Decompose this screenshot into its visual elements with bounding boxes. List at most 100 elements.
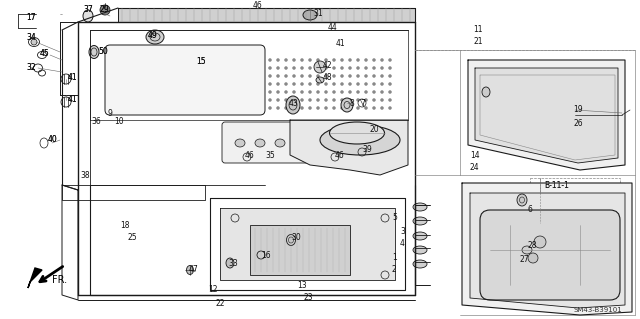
Circle shape <box>381 75 383 78</box>
Text: 13: 13 <box>297 280 307 290</box>
Circle shape <box>388 83 392 85</box>
Circle shape <box>324 83 328 85</box>
Circle shape <box>333 75 335 78</box>
FancyBboxPatch shape <box>105 45 265 115</box>
Ellipse shape <box>146 30 164 44</box>
Circle shape <box>301 75 303 78</box>
Text: 36: 36 <box>91 117 100 127</box>
Circle shape <box>324 99 328 101</box>
Ellipse shape <box>413 246 427 254</box>
Circle shape <box>276 66 280 70</box>
Circle shape <box>269 75 271 78</box>
Text: 4: 4 <box>400 240 405 249</box>
Text: 43: 43 <box>289 99 299 108</box>
Ellipse shape <box>226 258 234 268</box>
Circle shape <box>388 75 392 78</box>
Circle shape <box>301 83 303 85</box>
Text: 32: 32 <box>26 63 36 71</box>
Circle shape <box>276 107 280 109</box>
Text: 20: 20 <box>370 125 380 135</box>
Text: 46: 46 <box>335 151 345 160</box>
Circle shape <box>317 66 319 70</box>
Circle shape <box>324 91 328 93</box>
Circle shape <box>317 91 319 93</box>
Text: 31: 31 <box>313 9 323 18</box>
Text: 21: 21 <box>473 38 483 47</box>
Circle shape <box>324 66 328 70</box>
Text: 41: 41 <box>68 95 77 105</box>
Text: 34: 34 <box>26 33 36 42</box>
Text: 35: 35 <box>265 151 275 160</box>
Text: 1: 1 <box>392 253 397 262</box>
Circle shape <box>269 66 271 70</box>
Circle shape <box>31 39 37 45</box>
Text: 33: 33 <box>228 258 237 268</box>
Ellipse shape <box>83 10 93 22</box>
Circle shape <box>381 58 383 62</box>
Circle shape <box>317 99 319 101</box>
Text: 3: 3 <box>400 226 405 235</box>
Polygon shape <box>462 183 632 315</box>
Bar <box>530 178 620 223</box>
Ellipse shape <box>413 232 427 240</box>
Text: 14: 14 <box>470 151 479 160</box>
Text: 45: 45 <box>40 48 50 57</box>
Circle shape <box>292 91 296 93</box>
Circle shape <box>285 58 287 62</box>
Circle shape <box>301 66 303 70</box>
Text: 17: 17 <box>26 13 36 23</box>
FancyBboxPatch shape <box>480 210 620 300</box>
Circle shape <box>308 99 312 101</box>
Circle shape <box>356 58 360 62</box>
Text: 2: 2 <box>392 265 397 275</box>
Circle shape <box>349 99 351 101</box>
Circle shape <box>324 58 328 62</box>
Ellipse shape <box>89 46 99 58</box>
Text: 41: 41 <box>68 73 77 83</box>
Circle shape <box>388 107 392 109</box>
Text: 41: 41 <box>68 73 77 83</box>
Circle shape <box>308 75 312 78</box>
Circle shape <box>301 107 303 109</box>
Text: 38: 38 <box>80 170 90 180</box>
Text: 17: 17 <box>26 13 36 23</box>
Circle shape <box>276 91 280 93</box>
Circle shape <box>356 83 360 85</box>
Circle shape <box>365 66 367 70</box>
Text: 29: 29 <box>100 5 109 14</box>
Circle shape <box>276 83 280 85</box>
Polygon shape <box>290 120 408 175</box>
Circle shape <box>292 107 296 109</box>
Ellipse shape <box>341 98 353 112</box>
Circle shape <box>314 61 326 73</box>
Ellipse shape <box>413 203 427 211</box>
Circle shape <box>292 83 296 85</box>
Text: 27: 27 <box>520 256 530 264</box>
Circle shape <box>292 75 296 78</box>
Text: 28: 28 <box>528 241 538 249</box>
Circle shape <box>340 66 344 70</box>
Circle shape <box>356 107 360 109</box>
Text: 7: 7 <box>360 99 365 108</box>
Circle shape <box>372 91 376 93</box>
Circle shape <box>333 83 335 85</box>
Ellipse shape <box>315 139 325 147</box>
Circle shape <box>333 91 335 93</box>
Circle shape <box>308 58 312 62</box>
Text: 40: 40 <box>48 136 58 145</box>
Ellipse shape <box>295 139 305 147</box>
Circle shape <box>324 107 328 109</box>
Text: 37: 37 <box>83 5 93 14</box>
Bar <box>250 225 350 275</box>
Text: 25: 25 <box>128 234 138 242</box>
Circle shape <box>365 83 367 85</box>
Circle shape <box>340 58 344 62</box>
Circle shape <box>317 107 319 109</box>
Circle shape <box>269 83 271 85</box>
Text: 47: 47 <box>189 265 199 275</box>
Ellipse shape <box>522 246 532 254</box>
Circle shape <box>372 83 376 85</box>
Circle shape <box>285 83 287 85</box>
Circle shape <box>285 99 287 101</box>
Circle shape <box>308 91 312 93</box>
